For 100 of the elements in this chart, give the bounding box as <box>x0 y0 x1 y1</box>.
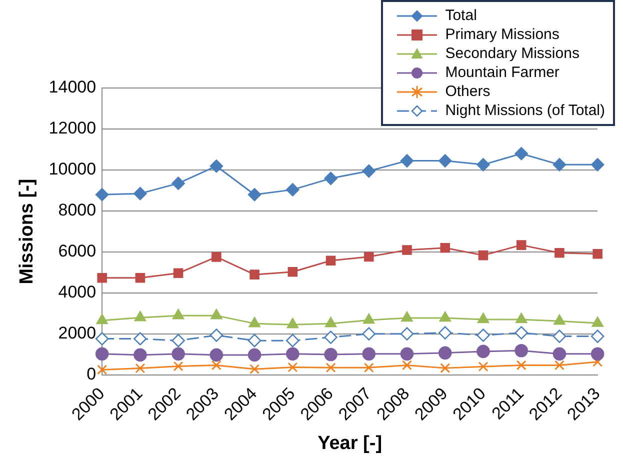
point <box>210 308 222 320</box>
legend-label: Total <box>445 6 477 25</box>
legend-label: Others <box>445 82 490 101</box>
point <box>248 348 262 362</box>
y-tick-label: 4000 <box>58 282 96 302</box>
point <box>286 318 298 328</box>
point <box>172 334 185 348</box>
point <box>286 347 300 361</box>
point <box>288 362 298 372</box>
point <box>401 311 413 322</box>
point <box>438 154 452 168</box>
y-tick-label: 0 <box>86 364 96 384</box>
legend-label: Night Missions (of Total) <box>445 101 605 120</box>
point <box>210 328 224 342</box>
point <box>288 267 298 277</box>
point <box>324 172 338 186</box>
point <box>210 159 224 173</box>
point <box>248 316 260 328</box>
point <box>96 314 108 324</box>
point <box>95 347 109 361</box>
y-tick-label: 6000 <box>58 242 96 261</box>
point <box>514 326 528 340</box>
point <box>478 250 488 260</box>
y-tick-label: 8000 <box>58 200 96 220</box>
point <box>286 183 300 196</box>
point <box>590 347 604 361</box>
point <box>172 308 184 320</box>
point <box>134 348 147 362</box>
point <box>476 328 490 342</box>
point <box>402 245 412 255</box>
y-tick-label: 14000 <box>48 78 96 97</box>
point <box>172 347 185 361</box>
point <box>400 347 414 361</box>
point <box>211 360 222 370</box>
point <box>324 348 338 362</box>
point <box>438 346 452 360</box>
y-axis-title: Missions [-] <box>16 178 38 284</box>
point <box>134 186 147 200</box>
point <box>552 347 566 361</box>
point <box>516 360 526 370</box>
point <box>400 154 414 168</box>
point <box>477 312 490 324</box>
point <box>135 272 146 283</box>
point <box>135 363 146 374</box>
point <box>514 146 528 160</box>
point <box>364 362 374 373</box>
point <box>514 344 528 358</box>
point <box>250 364 260 374</box>
point <box>286 334 300 348</box>
point <box>554 314 566 325</box>
point <box>476 158 490 172</box>
point <box>592 316 604 327</box>
point <box>134 310 146 322</box>
point <box>326 256 336 266</box>
y-tick-label: 2000 <box>58 324 96 343</box>
point <box>400 327 414 340</box>
y-tick-label: 12000 <box>48 118 96 138</box>
point <box>552 158 566 172</box>
point <box>173 268 184 278</box>
legend-label: Primary Missions <box>445 25 560 44</box>
point <box>324 316 337 328</box>
point <box>212 252 222 262</box>
point <box>554 360 564 370</box>
point <box>478 362 488 372</box>
point <box>592 248 602 259</box>
point <box>363 313 375 324</box>
point <box>402 360 412 370</box>
point <box>210 348 224 362</box>
point <box>440 243 450 253</box>
point <box>552 330 566 343</box>
point <box>590 330 604 343</box>
point <box>516 312 528 324</box>
point <box>324 330 338 344</box>
point <box>326 362 336 373</box>
point <box>440 363 450 374</box>
point <box>95 332 109 346</box>
point <box>248 334 262 348</box>
point <box>134 332 147 346</box>
legend-label: Mountain Farmer <box>445 63 560 82</box>
y-tick-label: 10000 <box>48 160 96 179</box>
point <box>590 158 604 172</box>
point <box>95 188 109 202</box>
point <box>516 240 526 250</box>
point <box>362 164 376 178</box>
point <box>554 248 564 258</box>
point <box>250 270 260 280</box>
point <box>362 347 376 361</box>
point <box>476 344 490 358</box>
point <box>248 188 262 202</box>
point <box>439 311 451 322</box>
point <box>438 326 452 340</box>
point <box>173 361 184 372</box>
point <box>362 327 376 340</box>
point <box>364 252 374 262</box>
point <box>97 272 107 283</box>
legend-label: Secondary Missions <box>445 44 580 63</box>
point <box>97 364 108 375</box>
point <box>172 176 185 190</box>
x-axis-title: Year [-] <box>318 432 382 454</box>
point <box>592 356 603 367</box>
